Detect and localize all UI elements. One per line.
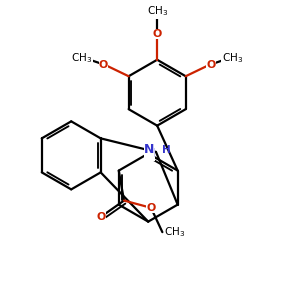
Text: CH$_3$: CH$_3$: [147, 4, 168, 18]
Text: N: N: [144, 143, 154, 156]
Text: CH$_3$: CH$_3$: [164, 225, 185, 239]
Text: CH$_3$: CH$_3$: [222, 51, 243, 64]
Text: O: O: [99, 60, 108, 70]
Text: O: O: [146, 203, 156, 213]
Text: N: N: [145, 147, 155, 160]
Text: CH$_3$: CH$_3$: [71, 51, 92, 64]
Text: O: O: [97, 212, 106, 222]
Text: H: H: [162, 145, 171, 155]
Text: O: O: [206, 60, 215, 70]
Text: O: O: [152, 29, 162, 39]
